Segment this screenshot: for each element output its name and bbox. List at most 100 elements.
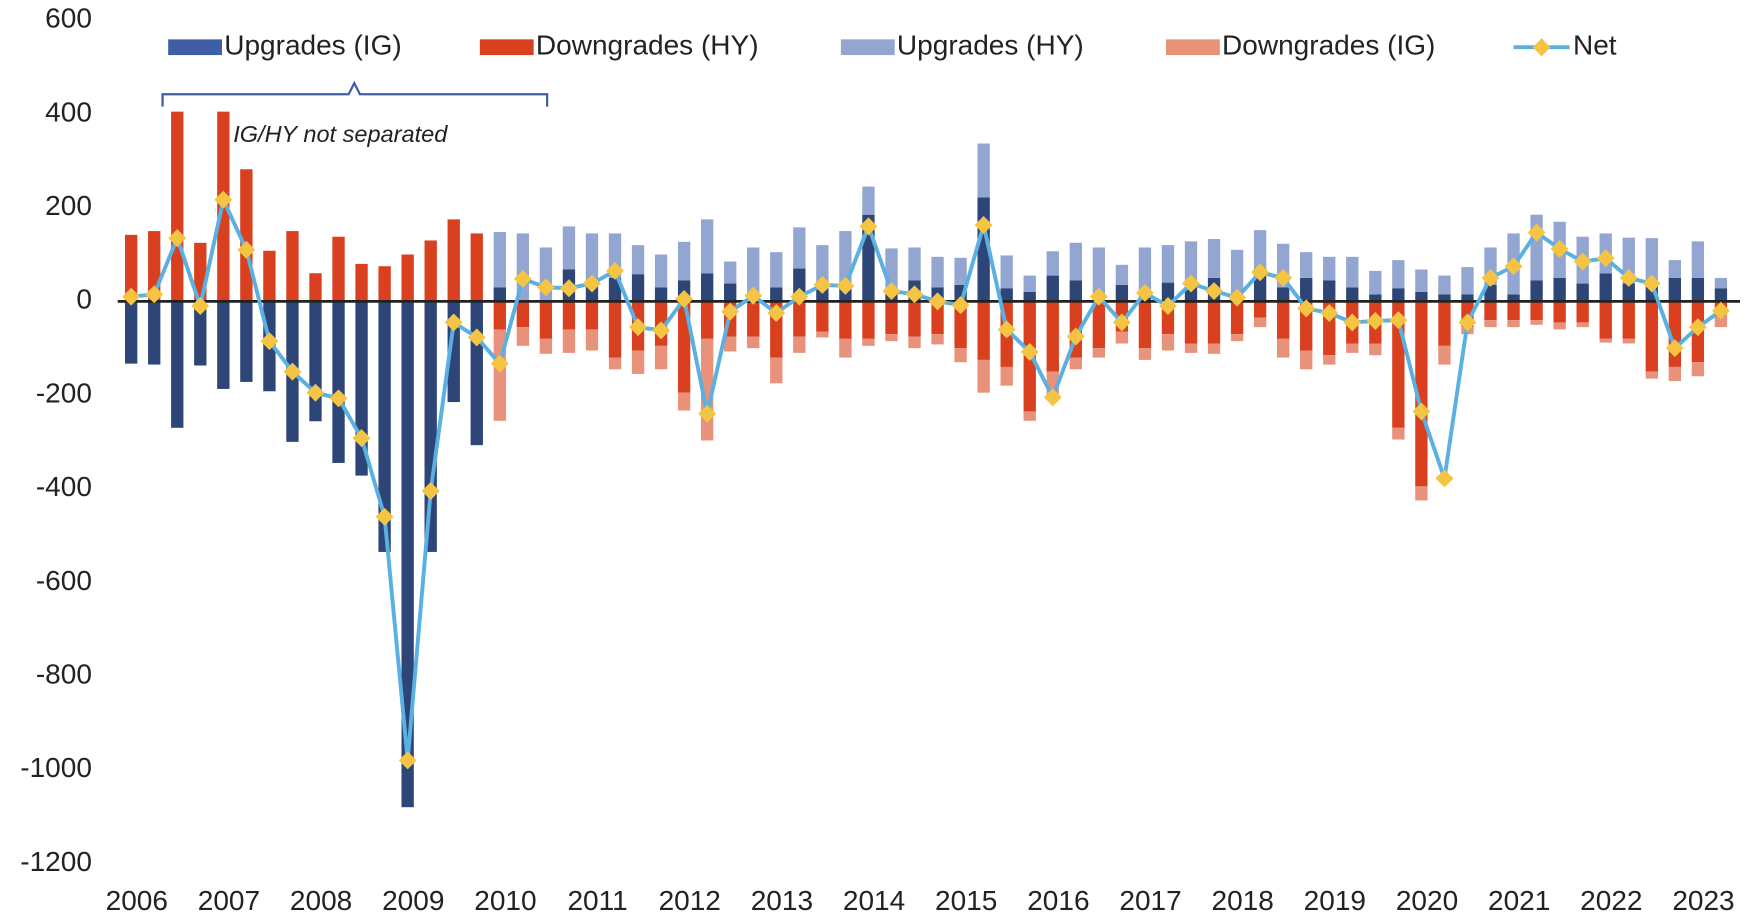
net-marker bbox=[951, 296, 970, 315]
bar bbox=[1484, 284, 1497, 302]
bar bbox=[1599, 338, 1612, 343]
bar bbox=[1530, 280, 1543, 302]
bar bbox=[1415, 486, 1428, 501]
bar bbox=[885, 334, 898, 342]
bar bbox=[1622, 283, 1635, 302]
net-marker bbox=[997, 320, 1016, 339]
y-tick-label: -400 bbox=[36, 471, 92, 502]
net-marker bbox=[329, 389, 348, 408]
bar bbox=[1300, 277, 1313, 302]
bar bbox=[1046, 275, 1059, 302]
bar bbox=[562, 226, 576, 270]
net-marker bbox=[1481, 268, 1500, 287]
bar bbox=[1000, 366, 1013, 386]
net-marker bbox=[1435, 469, 1454, 488]
bar bbox=[816, 245, 829, 288]
bar bbox=[1507, 301, 1520, 321]
bar bbox=[1714, 277, 1728, 289]
net-marker bbox=[536, 278, 555, 297]
bar bbox=[1276, 287, 1290, 302]
bar bbox=[1369, 270, 1382, 295]
bar bbox=[585, 233, 599, 283]
bar bbox=[194, 301, 207, 366]
net-marker bbox=[191, 297, 210, 315]
bar bbox=[608, 277, 622, 302]
bar bbox=[1553, 322, 1566, 330]
net-marker bbox=[882, 282, 901, 301]
bar bbox=[816, 331, 829, 338]
net-marker bbox=[260, 332, 279, 351]
bar bbox=[1300, 350, 1313, 370]
net-marker bbox=[122, 287, 141, 306]
bar bbox=[562, 301, 576, 330]
bar bbox=[608, 301, 622, 358]
net-marker bbox=[1043, 388, 1062, 407]
bar bbox=[608, 357, 622, 370]
net-marker bbox=[606, 261, 624, 280]
bar bbox=[793, 336, 806, 353]
net-marker bbox=[1158, 297, 1177, 315]
x-tick-label: 2007 bbox=[198, 885, 260, 914]
bar bbox=[378, 266, 391, 302]
bar bbox=[770, 252, 783, 288]
bar bbox=[1392, 260, 1405, 289]
net-marker bbox=[1665, 339, 1684, 358]
x-tick-label: 2008 bbox=[290, 885, 352, 914]
bar bbox=[539, 301, 553, 339]
net-marker bbox=[306, 383, 325, 402]
net-marker bbox=[1182, 274, 1200, 293]
net-marker bbox=[905, 285, 924, 304]
bar bbox=[1184, 343, 1198, 353]
bar bbox=[1369, 294, 1382, 302]
x-tick-label: 2023 bbox=[1672, 885, 1734, 914]
bar bbox=[1599, 273, 1612, 302]
bar bbox=[1438, 301, 1451, 346]
bar bbox=[654, 287, 668, 302]
bar bbox=[1000, 255, 1013, 289]
net-marker bbox=[721, 302, 740, 321]
net-marker bbox=[652, 321, 671, 340]
legend-swatch bbox=[1166, 39, 1220, 56]
bar bbox=[1138, 348, 1152, 360]
bar bbox=[1230, 249, 1244, 297]
bar bbox=[1023, 411, 1036, 421]
y-tick-label: 600 bbox=[45, 3, 92, 34]
legend-swatch bbox=[840, 39, 895, 56]
net-marker bbox=[1020, 342, 1039, 361]
net-marker bbox=[1251, 263, 1270, 282]
bar bbox=[862, 301, 875, 339]
bar bbox=[724, 283, 737, 302]
net-marker bbox=[836, 276, 855, 295]
bar bbox=[1184, 301, 1198, 344]
net-marker bbox=[1573, 252, 1592, 271]
bar bbox=[1461, 267, 1474, 295]
net-marker bbox=[1596, 249, 1615, 268]
net-marker bbox=[698, 404, 717, 423]
bar bbox=[1323, 280, 1336, 302]
bar bbox=[1484, 320, 1497, 328]
bar bbox=[1691, 362, 1705, 377]
net-marker bbox=[1343, 313, 1362, 332]
bar bbox=[724, 336, 737, 352]
bar bbox=[1553, 301, 1566, 323]
y-tick-label: -600 bbox=[36, 565, 92, 596]
bar bbox=[309, 301, 322, 422]
bar bbox=[1092, 247, 1106, 297]
bar bbox=[1668, 260, 1682, 278]
bar bbox=[1138, 247, 1152, 297]
bar bbox=[954, 348, 967, 363]
bar bbox=[1415, 269, 1428, 292]
net-marker bbox=[1112, 313, 1131, 332]
net-marker bbox=[467, 328, 486, 347]
bar bbox=[585, 301, 599, 330]
bar bbox=[217, 301, 230, 389]
bar bbox=[701, 219, 714, 274]
bar bbox=[424, 240, 437, 302]
bar bbox=[885, 301, 898, 335]
bar bbox=[1300, 252, 1313, 278]
net-marker bbox=[675, 290, 694, 308]
bar bbox=[677, 392, 691, 411]
bar bbox=[1092, 301, 1106, 349]
bar bbox=[1069, 280, 1082, 302]
